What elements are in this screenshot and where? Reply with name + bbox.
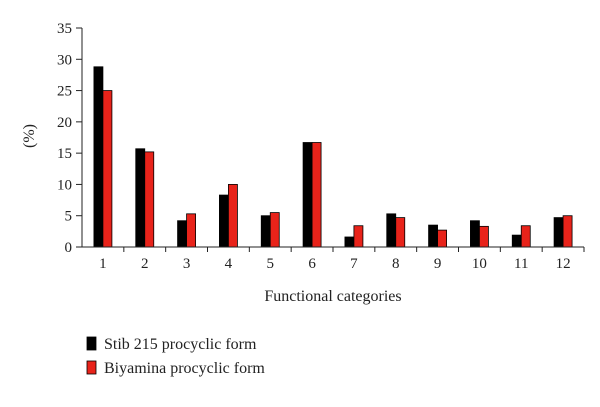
y-tick-label: 15	[57, 146, 72, 162]
bar-series-2-cat-1	[102, 90, 113, 248]
bar-series-1-cat-12	[553, 217, 564, 248]
bar-series-2-cat-4	[228, 184, 238, 248]
legend-label-1: Stib 215 procyclic form	[104, 336, 257, 353]
y-tick-label: 25	[57, 84, 72, 100]
bar-series-2-cat-7	[353, 225, 364, 248]
bar-series-1-cat-1	[93, 66, 104, 248]
legend-swatch-2	[86, 360, 97, 375]
x-tick-label: 10	[472, 256, 487, 272]
legend: Stib 215 procyclic form Biyamina procycli…	[86, 336, 265, 377]
bar-series-2-cat-6	[311, 142, 322, 248]
x-tick-label: 6	[308, 256, 316, 272]
x-tick-label: 4	[225, 256, 233, 272]
bar-series-1-cat-7	[344, 236, 355, 248]
x-tick-label: 7	[350, 256, 358, 272]
x-tick-label: 8	[392, 256, 400, 272]
y-axis-title: (%)	[21, 124, 38, 148]
plot-area	[93, 66, 573, 248]
bar-series-2-cat-8	[395, 217, 406, 248]
bar-series-1-cat-6	[302, 142, 313, 248]
y-tick-label: 35	[57, 21, 72, 37]
x-tick-label: 1	[99, 256, 107, 272]
bar-series-1-cat-5	[260, 215, 271, 248]
bar-series-1-cat-4	[219, 194, 229, 248]
legend-swatch-1	[86, 336, 97, 351]
y-tick-label: 5	[65, 209, 73, 225]
bar-series-2-cat-12	[562, 215, 573, 248]
bar-series-1-cat-8	[386, 213, 397, 248]
y-tick-label: 10	[57, 177, 72, 193]
x-axis-title: Functional categories	[264, 288, 401, 305]
bar-series-2-cat-2	[144, 151, 155, 248]
y-tick-label: 30	[57, 52, 72, 68]
bar-series-1-cat-10	[470, 220, 480, 248]
bar-series-2-cat-3	[186, 213, 196, 248]
x-axis: 1 2 3 4 5 6 7 8 9 10 11 12	[82, 246, 585, 272]
bar-series-1-cat-9	[428, 224, 438, 248]
y-tick-label: 20	[57, 115, 72, 131]
x-tick-label: 12	[556, 256, 571, 272]
bar-series-2-cat-10	[479, 225, 489, 248]
x-tick-label: 5	[267, 256, 275, 272]
y-axis: 0 5 10 15 20 25 30 35	[57, 21, 83, 256]
y-tick-label: 0	[65, 240, 73, 256]
legend-label-2: Biyamina procyclic form	[104, 360, 265, 377]
x-tick-label: 9	[434, 256, 442, 272]
x-tick-label: 3	[183, 256, 191, 272]
x-tick-label: 11	[514, 256, 528, 272]
bar-series-2-cat-5	[269, 212, 280, 248]
bar-series-2-cat-11	[520, 225, 531, 248]
bar-series-1-cat-11	[511, 234, 522, 248]
bar-series-1-cat-2	[135, 148, 146, 248]
x-tick-label: 2	[141, 256, 149, 272]
bar-series-2-cat-9	[437, 229, 447, 248]
bar-series-1-cat-3	[177, 220, 187, 248]
